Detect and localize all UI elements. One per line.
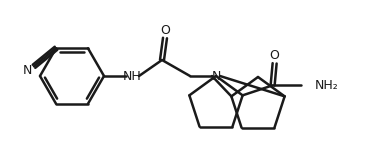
Text: N: N bbox=[211, 70, 221, 82]
Text: NH₂: NH₂ bbox=[315, 79, 338, 92]
Text: O: O bbox=[270, 49, 280, 62]
Text: NH: NH bbox=[123, 70, 141, 82]
Text: O: O bbox=[160, 23, 170, 37]
Text: N: N bbox=[22, 64, 32, 77]
